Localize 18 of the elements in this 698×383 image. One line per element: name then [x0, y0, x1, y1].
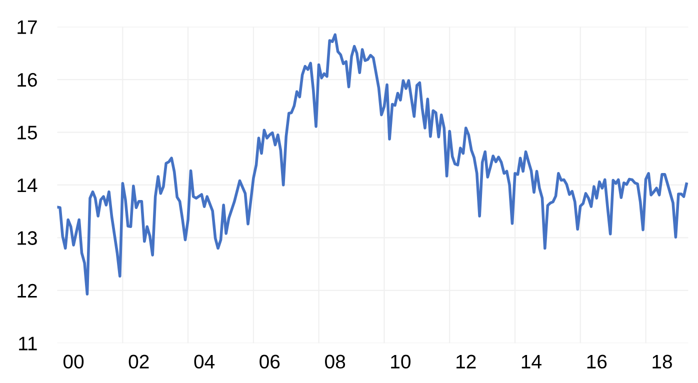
y-tick-label: 16: [18, 73, 37, 87]
x-tick-label: 04: [194, 354, 215, 369]
x-tick-label: 18: [652, 354, 672, 369]
y-tick-label: 17: [18, 20, 37, 34]
x-tick-label: 00: [63, 354, 84, 369]
x-tick-label: 14: [522, 354, 542, 368]
y-tick-label: 15: [18, 126, 37, 140]
x-tick-label: 16: [587, 354, 607, 369]
x-tick-label: 08: [325, 354, 346, 369]
x-tick-label: 10: [391, 354, 410, 369]
x-tick-label: 06: [260, 354, 280, 369]
y-tick-label: 12: [18, 284, 37, 298]
x-tick-label: 12: [456, 354, 476, 368]
y-tick-label: 14: [18, 178, 38, 192]
line-series: [57, 33, 688, 296]
y-tick-label: 13: [18, 231, 37, 245]
x-tick-label: 02: [128, 354, 149, 369]
y-tick-label: 11: [19, 336, 37, 350]
